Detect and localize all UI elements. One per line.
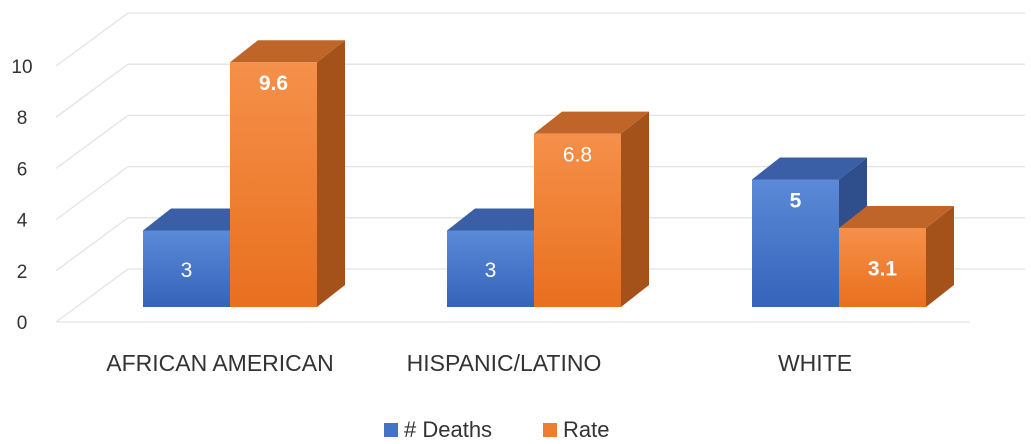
bar-rate: 9.6: [230, 40, 345, 308]
bar-side: [926, 205, 954, 307]
bar-side: [621, 111, 649, 307]
bar-top: [534, 111, 649, 134]
data-label: 9.6: [259, 72, 288, 95]
bar-front: [534, 133, 621, 307]
bar-front: [839, 227, 926, 307]
bars: 3 9.6 3 6.8 5 3.1: [143, 40, 954, 308]
bar-rate: 6.8: [534, 111, 649, 307]
bar-top: [230, 40, 345, 63]
legend-item: Rate: [543, 417, 609, 442]
data-label: 5: [790, 190, 802, 213]
y-tick-label: 4: [17, 211, 28, 232]
data-label: 3.1: [868, 257, 898, 280]
data-label: 6.8: [563, 144, 592, 167]
y-tick-label: 2: [17, 262, 28, 283]
gridline-diagonal: [55, 217, 129, 272]
bar-rate: 3.1: [839, 205, 954, 307]
x-category-label: WHITE: [778, 350, 852, 376]
legend-swatch: [543, 423, 557, 437]
bar-top: [143, 208, 258, 231]
bar-deaths: 5: [752, 157, 867, 307]
y-tick-label: 6: [17, 159, 28, 180]
legend-label: Rate: [563, 417, 609, 442]
legend-label: # Deaths: [404, 417, 492, 442]
bar-front: [143, 230, 230, 307]
bar-top: [752, 157, 867, 180]
gridline-diagonal: [55, 166, 129, 221]
x-category-label: HISPANIC/LATINO: [407, 350, 602, 376]
legend: # Deaths Rate: [384, 417, 609, 442]
gridline-diagonal: [55, 114, 129, 169]
data-label: 3: [485, 259, 497, 282]
x-category-label: AFRICAN AMERICAN: [106, 350, 333, 376]
gridline-diagonal: [55, 63, 129, 118]
bar-top: [839, 205, 954, 228]
y-axis-ticks: 0 2 4 6 8 10: [11, 57, 32, 334]
gridline-diagonal: [55, 12, 129, 67]
x-axis-labels: AFRICAN AMERICAN HISPANIC/LATINO WHITE: [106, 350, 852, 376]
data-label: 3: [181, 259, 193, 282]
bar-side: [317, 40, 345, 307]
y-tick-label: 0: [17, 313, 28, 334]
bar-front: [752, 179, 839, 307]
bar-front: [447, 230, 534, 307]
y-tick-label: 8: [17, 108, 28, 129]
bar-top: [447, 208, 562, 231]
bar-front: [230, 62, 317, 308]
gridline-diagonal: [55, 268, 129, 323]
y-tick-label: 10: [11, 57, 32, 78]
legend-item: # Deaths: [384, 417, 492, 442]
legend-swatch: [384, 423, 398, 437]
